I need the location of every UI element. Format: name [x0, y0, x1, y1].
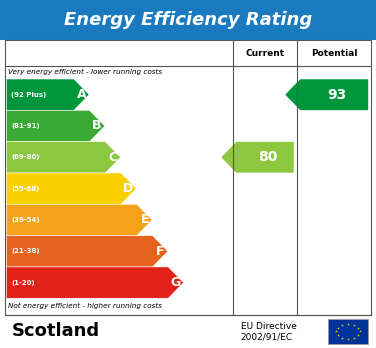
- Text: Potential: Potential: [311, 49, 358, 57]
- Text: 93: 93: [328, 88, 347, 102]
- Polygon shape: [285, 79, 368, 110]
- Text: G: G: [170, 276, 180, 289]
- Text: Very energy efficient - lower running costs: Very energy efficient - lower running co…: [8, 69, 162, 75]
- Text: D: D: [123, 182, 133, 195]
- Polygon shape: [6, 142, 121, 173]
- Polygon shape: [6, 267, 183, 298]
- Text: EU Directive: EU Directive: [241, 322, 297, 331]
- Text: (39-54): (39-54): [11, 217, 39, 223]
- Bar: [5, 40, 371, 315]
- Text: Energy Efficiency Rating: Energy Efficiency Rating: [64, 11, 312, 29]
- Bar: [0, 0, 376, 40]
- Text: (69-80): (69-80): [11, 154, 39, 160]
- Text: (81-91): (81-91): [11, 123, 39, 129]
- Text: E: E: [141, 213, 149, 227]
- Polygon shape: [6, 79, 89, 110]
- Polygon shape: [6, 236, 168, 267]
- Polygon shape: [6, 204, 152, 236]
- Text: 2002/91/EC: 2002/91/EC: [241, 333, 293, 342]
- Text: (1-20): (1-20): [11, 279, 35, 286]
- Bar: [328, 319, 368, 344]
- Text: B: B: [92, 119, 102, 133]
- Text: C: C: [108, 151, 118, 164]
- Text: Current: Current: [246, 49, 285, 57]
- Text: Not energy efficient - higher running costs: Not energy efficient - higher running co…: [8, 303, 162, 309]
- Polygon shape: [221, 142, 294, 173]
- Text: A: A: [76, 88, 86, 101]
- Text: (55-68): (55-68): [11, 185, 39, 192]
- Text: F: F: [156, 245, 165, 258]
- Text: 80: 80: [258, 150, 278, 164]
- Polygon shape: [6, 173, 136, 204]
- Text: (92 Plus): (92 Plus): [11, 92, 46, 98]
- Text: Scotland: Scotland: [12, 323, 100, 340]
- Polygon shape: [6, 110, 105, 142]
- Text: (21-38): (21-38): [11, 248, 39, 254]
